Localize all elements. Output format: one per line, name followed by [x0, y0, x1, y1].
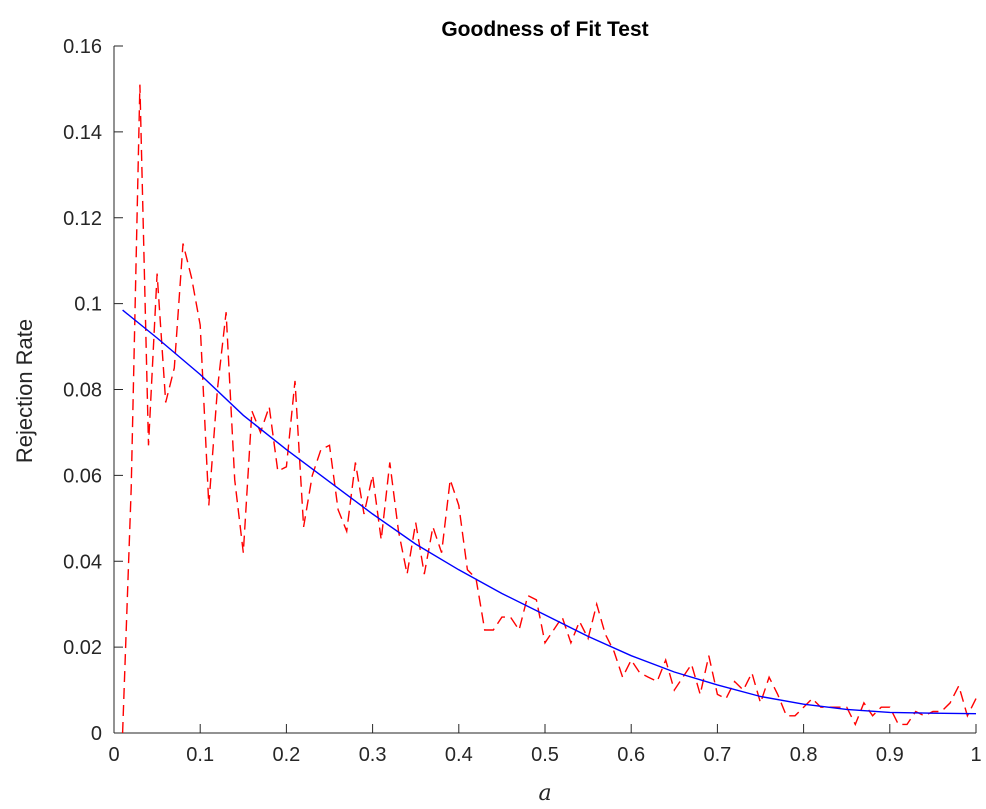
- x-tick-label: 0.4: [445, 744, 473, 766]
- x-tick-label: 0.6: [617, 744, 645, 766]
- y-tick-label: 0.12: [63, 208, 102, 230]
- x-tick-label: 0.2: [272, 744, 300, 766]
- y-tick-label: 0.14: [63, 122, 102, 144]
- ticks: 0 0.1 0.2 0.3 0.4 0.5 0.6 0.7 0.8 0.9 1 0 0.02 0.04 0.…: [63, 36, 982, 766]
- x-tick-label: 0.9: [876, 744, 904, 766]
- x-tick-label: 0.7: [703, 744, 731, 766]
- y-tick-label: 0.16: [63, 36, 102, 58]
- x-tick-label: 0.3: [359, 744, 387, 766]
- x-tick-label: 0.5: [531, 744, 559, 766]
- observed-rate-line: [121, 84, 977, 734]
- x-tick-label: 0.8: [790, 744, 818, 766]
- x-tick-label: 1: [970, 744, 981, 766]
- y-tick-label: 0.06: [63, 465, 102, 487]
- axes: [113, 46, 976, 734]
- fitted-curve-line: [122, 309, 977, 715]
- y-tick-label: 0.1: [74, 294, 102, 316]
- x-tick-label: 0.1: [186, 744, 214, 766]
- y-tick-label: 0.02: [63, 637, 102, 659]
- series-group: [121, 84, 977, 734]
- x-tick-label: 0: [108, 744, 119, 766]
- y-tick-label: 0.08: [63, 380, 102, 402]
- y-tick-label: 0: [91, 723, 102, 745]
- chart-title: Goodness of Fit Test: [441, 18, 648, 41]
- x-axis-label: a: [538, 781, 551, 806]
- y-tick-label: 0.04: [63, 551, 102, 573]
- y-axis-label: Rejection Rate: [12, 319, 37, 463]
